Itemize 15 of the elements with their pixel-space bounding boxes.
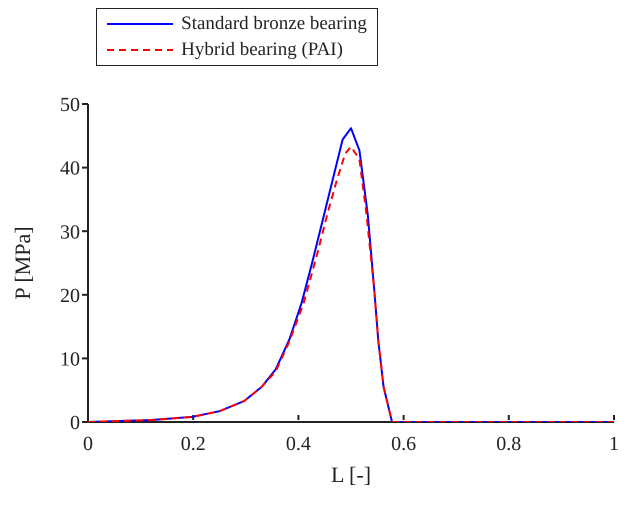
- x-tick-label: 0.6: [391, 433, 416, 455]
- legend-label: Standard bronze bearing: [181, 12, 367, 36]
- y-tick-label: 10: [60, 348, 80, 370]
- y-tick-label: 40: [60, 158, 80, 180]
- legend-label: Hybrid bearing (PAI): [181, 38, 343, 62]
- y-tick-label: 20: [60, 284, 80, 307]
- x-tick-label: 0.8: [496, 433, 522, 455]
- y-tick-label: 0: [70, 412, 80, 434]
- y-tick-label: 30: [60, 221, 80, 244]
- x-axis-title: L [-]: [330, 462, 372, 487]
- x-tick-label: 1: [609, 433, 619, 455]
- y-tick-label: 50: [60, 94, 80, 116]
- y-axis-title: P [MPa]: [10, 226, 35, 300]
- x-tick-label: 0.2: [180, 433, 206, 455]
- x-tick-label: 0.4: [286, 433, 311, 455]
